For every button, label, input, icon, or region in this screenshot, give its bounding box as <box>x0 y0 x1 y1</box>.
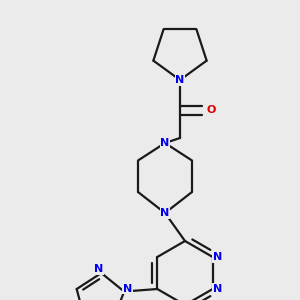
Text: N: N <box>160 138 169 148</box>
Text: N: N <box>213 252 222 262</box>
Text: N: N <box>160 208 169 218</box>
Text: N: N <box>122 284 132 293</box>
Text: N: N <box>176 75 184 85</box>
Text: N: N <box>213 284 222 294</box>
Text: O: O <box>206 105 216 115</box>
Text: N: N <box>94 264 103 274</box>
